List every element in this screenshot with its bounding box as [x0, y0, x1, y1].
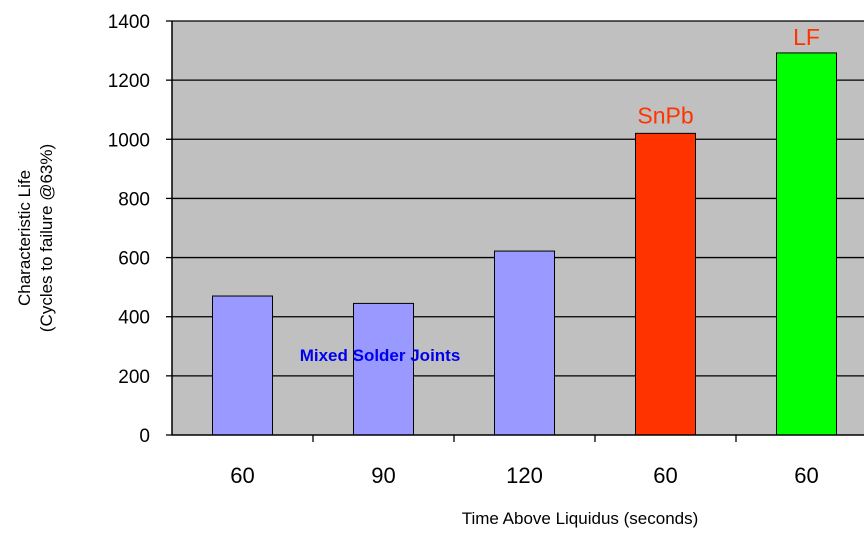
y-tick-label: 1200: [108, 71, 150, 92]
x-tick-label: 90: [371, 463, 395, 488]
y-tick-label: 600: [118, 249, 150, 270]
y-tick-label: 400: [118, 308, 150, 329]
y-tick-label: 0: [139, 426, 150, 447]
y-tick-label: 1000: [108, 130, 150, 151]
bar: [212, 295, 273, 436]
bar: [635, 132, 696, 436]
annotation-mixed-solder-joints: Mixed Solder Joints: [300, 346, 461, 365]
y-tick-label: 1400: [108, 12, 150, 33]
x-axis-title: Time Above Liquidus (seconds): [462, 509, 699, 528]
y-axis-title: Characteristic Life (Cycles to failure @…: [15, 144, 56, 332]
x-tick-label: 60: [230, 463, 254, 488]
bar: [494, 250, 555, 436]
bar: [776, 52, 837, 436]
y-axis-title-line1: Characteristic Life: [15, 170, 34, 306]
x-tick-label: 60: [794, 463, 818, 488]
annotations: Mixed Solder Joints SnPb LF: [300, 24, 820, 365]
axes: [166, 20, 864, 442]
y-tick-labels: 0 200 400 600 800 1000 1200 1400: [108, 12, 150, 447]
x-tick-label: 120: [506, 463, 543, 488]
x-tick-label: 60: [653, 463, 677, 488]
x-tick-labels: 60 90 120 60 60: [230, 463, 818, 488]
bar: [353, 302, 414, 436]
y-axis-title-line2: (Cycles to failure @63%): [37, 144, 56, 332]
annotation-lf: LF: [793, 24, 820, 50]
y-tick-label: 200: [118, 367, 150, 388]
annotation-snpb: SnPb: [637, 102, 693, 128]
y-tick-label: 800: [118, 189, 150, 210]
